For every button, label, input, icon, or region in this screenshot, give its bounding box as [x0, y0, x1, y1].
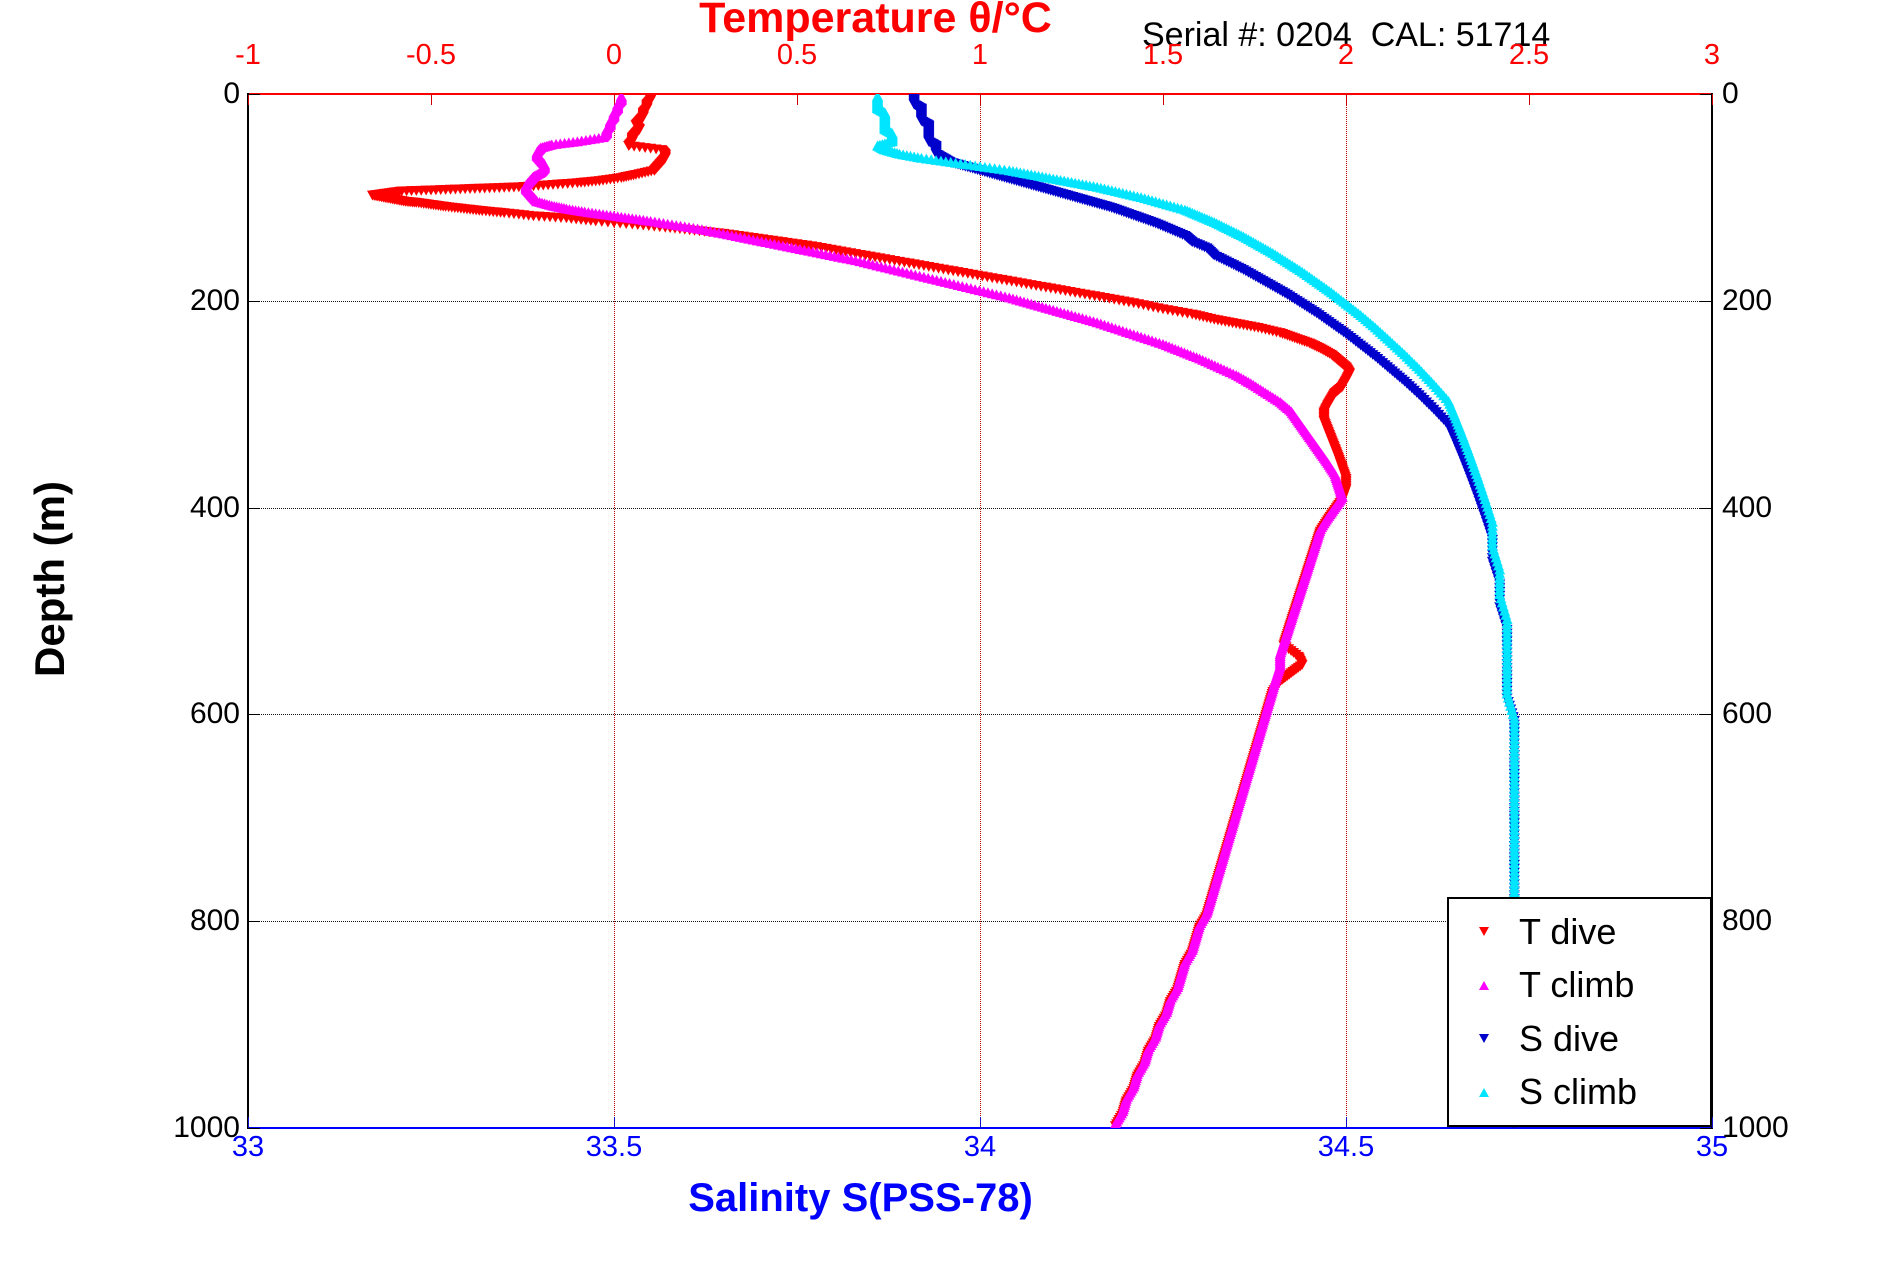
- series-t-climb: [520, 94, 1348, 1128]
- tick-label-depth-right: 0: [1722, 77, 1739, 110]
- legend-item-t-climb[interactable]: T climb: [1449, 959, 1710, 1011]
- tick-label-temperature: -1: [235, 39, 261, 71]
- tick-bottom-axis: [1346, 1117, 1347, 1128]
- axis-line-left: [247, 93, 249, 1129]
- legend-item-s-dive[interactable]: S dive: [1449, 1013, 1710, 1065]
- tick-left-axis: [248, 300, 260, 302]
- legend-marker-glyph: [1479, 1087, 1489, 1097]
- tick-left-axis: [248, 921, 260, 923]
- tick-label-depth-left: 400: [189, 490, 240, 524]
- tick-label-temperature: 0: [605, 39, 623, 71]
- tick-bottom-axis: [248, 1117, 249, 1128]
- series-s-climb: [872, 94, 1520, 937]
- axis-line-bottom: [248, 1127, 1713, 1129]
- legend-label: S climb: [1519, 1071, 1638, 1113]
- tick-label-salinity: 33.5: [585, 1131, 643, 1163]
- tick-left-axis: [248, 94, 260, 95]
- legend-label: T dive: [1519, 910, 1617, 952]
- tick-left-axis: [248, 1128, 260, 1129]
- tick-label-temperature: 1: [971, 39, 989, 71]
- legend-marker-triangle-up-icon: [1449, 1087, 1519, 1097]
- top-axis-title: Temperature θ/°C: [0, 0, 1891, 43]
- tick-label-salinity: 35: [1695, 1131, 1729, 1163]
- tick-label-depth-right: 600: [1722, 697, 1773, 731]
- top-axis-title-text: Temperature θ/°C: [699, 0, 1052, 42]
- tick-right-axis: [1700, 507, 1712, 509]
- y-axis-title: Depth (m): [26, 481, 73, 677]
- gridline-horizontal: [248, 507, 1712, 510]
- series-t-dive: [366, 94, 1356, 1128]
- tick-top-axis: [1712, 94, 1713, 105]
- tick-label-salinity: 34.5: [1317, 1131, 1375, 1163]
- tick-bottom-axis: [1712, 1117, 1713, 1128]
- tick-bottom-axis: [980, 1117, 981, 1128]
- tick-top-axis: [1346, 94, 1347, 105]
- tick-label-depth-right: 800: [1722, 904, 1773, 938]
- tick-right-axis: [1700, 1128, 1712, 1129]
- tick-top-axis: [797, 94, 798, 105]
- tick-label-temperature: 2: [1337, 39, 1355, 71]
- serial-cal-annotation: Serial #: 0204 CAL: 51714: [1142, 16, 1551, 54]
- legend-label: S dive: [1519, 1017, 1620, 1059]
- tick-label-depth-left: 800: [189, 904, 240, 938]
- gridline-horizontal: [248, 921, 1712, 923]
- bottom-axis-title-text: Salinity S(PSS-78): [688, 1176, 1033, 1220]
- tick-label-temperature: 2.5: [1508, 39, 1550, 71]
- legend-marker-triangle-down-icon: [1449, 1034, 1519, 1044]
- gridline-horizontal: [248, 300, 1712, 303]
- tick-label-depth-left: 600: [189, 697, 240, 731]
- tick-right-axis: [1700, 300, 1712, 302]
- legend-marker-glyph: [1479, 1034, 1489, 1044]
- tick-top-axis: [1529, 94, 1530, 105]
- tick-label-temperature: 0.5: [776, 39, 818, 71]
- tick-label-salinity: 33: [231, 1131, 265, 1163]
- legend-marker-triangle-down-icon: [1449, 927, 1519, 937]
- tick-right-axis: [1700, 714, 1712, 716]
- tick-label-depth-left: 200: [189, 283, 240, 317]
- tick-label-depth-left: 1000: [173, 1111, 240, 1144]
- legend-item-t-dive[interactable]: T dive: [1449, 906, 1710, 958]
- tick-label-temperature: 1.5: [1142, 39, 1184, 71]
- legend-label: T climb: [1519, 964, 1635, 1006]
- tick-top-axis: [980, 94, 981, 105]
- tick-top-axis: [1163, 94, 1164, 105]
- bottom-axis-title: Salinity S(PSS-78): [0, 1176, 1891, 1221]
- tick-top-axis: [248, 94, 249, 105]
- tick-top-axis: [614, 94, 615, 105]
- tick-label-salinity: 34: [963, 1131, 997, 1163]
- tick-label-temperature: -0.5: [406, 39, 456, 71]
- tick-label-depth-right: 1000: [1722, 1111, 1789, 1144]
- gridline-vertical: [1346, 94, 1348, 1128]
- gridline-vertical: [980, 94, 982, 1128]
- tick-label-temperature: 3: [1703, 39, 1721, 71]
- tick-label-depth-right: 400: [1722, 490, 1773, 524]
- tick-left-axis: [248, 714, 260, 716]
- legend-item-s-climb[interactable]: S climb: [1449, 1066, 1710, 1118]
- tick-label-depth-right: 200: [1722, 283, 1773, 317]
- series-s-dive: [908, 94, 1520, 1128]
- gridline-vertical: [614, 94, 616, 1128]
- gridline-horizontal: [248, 714, 1712, 716]
- tick-label-depth-left: 0: [223, 77, 240, 110]
- legend[interactable]: T dive T climb S dive S climb: [1447, 897, 1712, 1127]
- legend-marker-glyph: [1479, 927, 1489, 937]
- legend-marker-triangle-up-icon: [1449, 980, 1519, 990]
- tick-left-axis: [248, 507, 260, 509]
- tick-right-axis: [1700, 94, 1712, 95]
- tick-bottom-axis: [614, 1117, 615, 1128]
- legend-marker-glyph: [1479, 980, 1489, 990]
- axis-line-right: [1711, 93, 1713, 1129]
- tick-top-axis: [431, 94, 432, 105]
